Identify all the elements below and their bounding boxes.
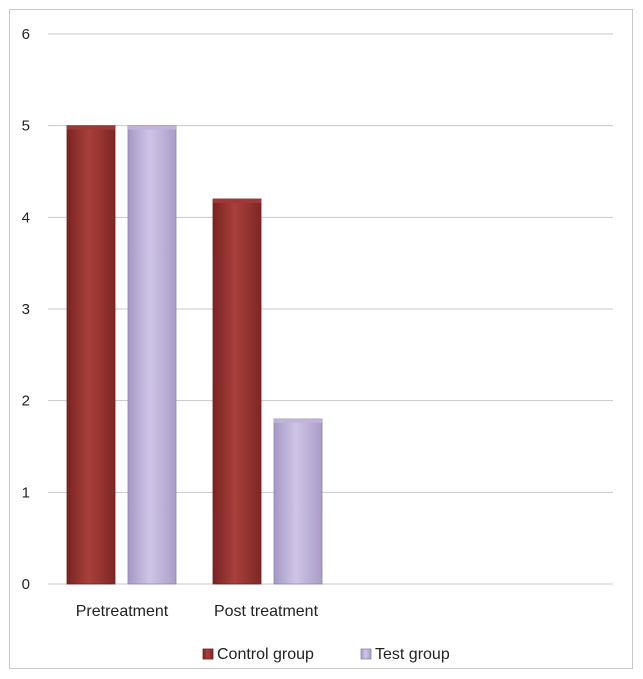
bar-test-group-pretreatment <box>127 125 177 585</box>
y-tick-label-6: 6 <box>22 26 30 43</box>
legend-label-test-group: Test group <box>375 646 450 663</box>
legend-swatch-control-group <box>202 648 214 660</box>
legend-label-control-group: Control group <box>217 646 314 663</box>
bar-top-highlight <box>128 125 176 130</box>
x-category-label: Post treatment <box>214 603 319 620</box>
legend-swatch-test-group <box>360 648 372 660</box>
y-tick-label-2: 2 <box>22 393 30 410</box>
bar-control-group-pretreatment <box>66 125 116 585</box>
y-tick-label-3: 3 <box>22 301 30 318</box>
x-category-label: Pretreatment <box>76 603 169 620</box>
y-tick-label-1: 1 <box>22 484 30 501</box>
bar-test-group-post-treatment <box>273 418 323 585</box>
bar-top-highlight <box>274 419 322 423</box>
bar-control-group-post-treatment <box>212 198 262 585</box>
bar-top-highlight <box>213 199 261 203</box>
y-tick-label-5: 5 <box>22 118 30 135</box>
y-tick-label-0: 0 <box>22 576 30 593</box>
bar-top-highlight <box>67 125 115 130</box>
y-tick-label-4: 4 <box>22 209 30 226</box>
